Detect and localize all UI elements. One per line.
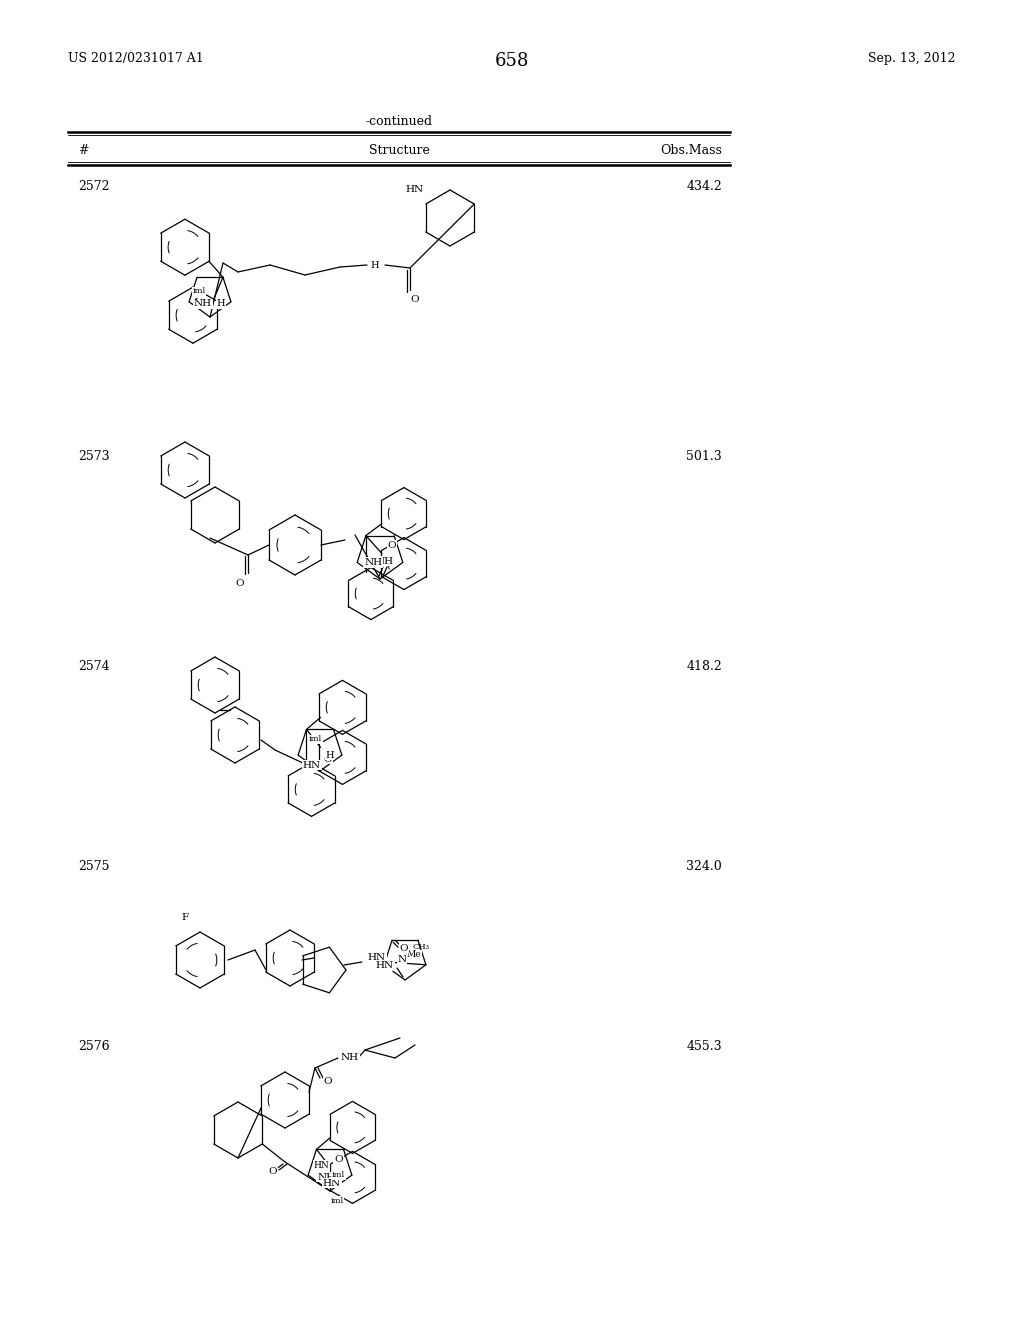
Text: HN: HN: [303, 760, 321, 770]
Text: O: O: [324, 1077, 333, 1085]
Text: 658: 658: [495, 51, 529, 70]
Text: 501.3: 501.3: [686, 450, 722, 463]
Text: NH: NH: [365, 558, 382, 566]
Text: O: O: [236, 578, 245, 587]
Text: HN: HN: [406, 186, 424, 194]
Text: US 2012/0231017 A1: US 2012/0231017 A1: [68, 51, 204, 65]
Text: Obs.Mass: Obs.Mass: [660, 144, 722, 157]
Text: iml: iml: [332, 1171, 345, 1179]
Text: O: O: [411, 294, 419, 304]
Text: Structure: Structure: [369, 144, 429, 157]
Text: HN: HN: [313, 1160, 330, 1170]
Text: 2575: 2575: [78, 861, 110, 873]
Text: 324.0: 324.0: [686, 861, 722, 873]
Text: NH: NH: [341, 1053, 359, 1063]
Text: F: F: [181, 913, 188, 923]
Text: N: N: [397, 956, 407, 965]
Text: 2576: 2576: [78, 1040, 110, 1053]
Text: 2572: 2572: [78, 180, 110, 193]
Text: NH: NH: [376, 557, 394, 565]
Text: NH: NH: [317, 1172, 335, 1181]
Text: Sep. 13, 2012: Sep. 13, 2012: [868, 51, 956, 65]
Text: O: O: [388, 541, 396, 550]
Text: O: O: [324, 755, 333, 763]
Text: CH₃: CH₃: [412, 942, 429, 950]
Text: iml: iml: [309, 735, 323, 743]
Text: 455.3: 455.3: [686, 1040, 722, 1053]
Text: Me: Me: [407, 950, 422, 960]
Text: #: #: [78, 144, 88, 157]
Text: O: O: [334, 1155, 343, 1164]
Text: HN: HN: [376, 961, 394, 970]
Text: HN: HN: [368, 953, 386, 961]
Text: H: H: [326, 751, 334, 759]
Text: NH: NH: [194, 300, 212, 309]
Text: 434.2: 434.2: [686, 180, 722, 193]
Text: H: H: [371, 260, 379, 269]
Text: -continued: -continued: [366, 115, 432, 128]
Text: iml: iml: [193, 288, 206, 296]
Text: O: O: [399, 944, 409, 953]
Text: 2574: 2574: [78, 660, 110, 673]
Text: iml: iml: [331, 1197, 343, 1205]
Text: H: H: [217, 300, 225, 309]
Text: 2573: 2573: [78, 450, 110, 463]
Text: O: O: [268, 1167, 278, 1176]
Text: 418.2: 418.2: [686, 660, 722, 673]
Text: HN: HN: [323, 1179, 341, 1188]
